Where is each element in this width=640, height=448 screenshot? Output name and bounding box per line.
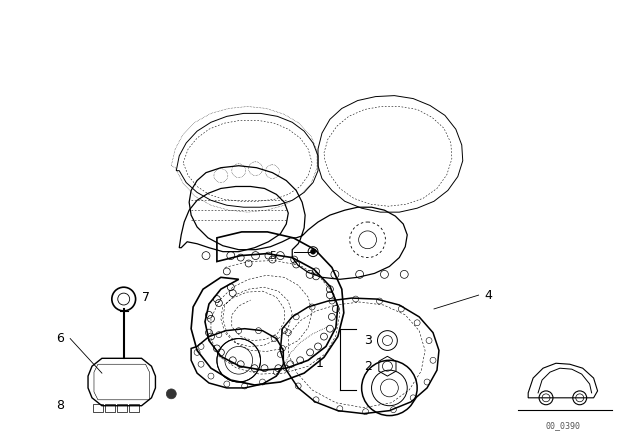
Bar bbox=[129, 404, 139, 412]
Bar bbox=[116, 404, 127, 412]
Text: 2: 2 bbox=[364, 360, 372, 373]
Text: 00_0390: 00_0390 bbox=[545, 421, 580, 430]
Text: 4: 4 bbox=[484, 289, 492, 302]
Text: 3: 3 bbox=[364, 334, 372, 347]
Text: 8: 8 bbox=[56, 399, 64, 412]
Text: 5: 5 bbox=[269, 250, 276, 261]
Circle shape bbox=[166, 389, 176, 399]
Bar bbox=[93, 404, 103, 412]
Bar bbox=[105, 404, 115, 412]
Text: 1: 1 bbox=[316, 357, 324, 370]
Circle shape bbox=[310, 249, 316, 254]
Text: 6: 6 bbox=[56, 332, 64, 345]
Text: 7: 7 bbox=[141, 291, 150, 304]
